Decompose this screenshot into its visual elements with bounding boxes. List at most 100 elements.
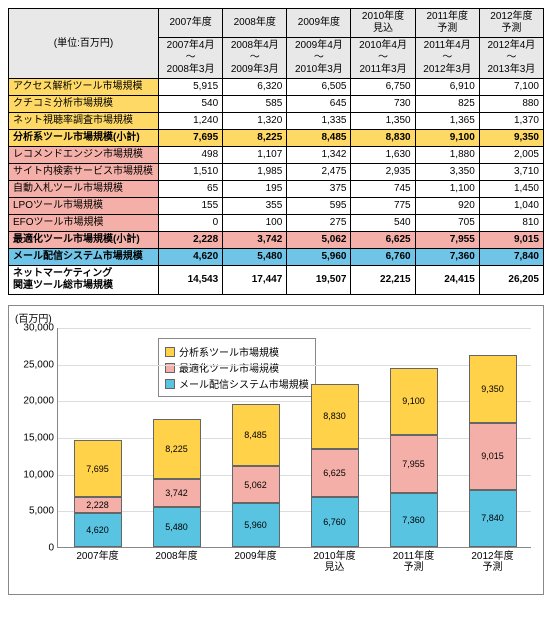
period-5: 2012年4月〜2013年3月 (479, 38, 543, 79)
xtick: 2007年度 (63, 547, 133, 562)
chart-legend: 分析系ツール市場規模最適化ツール市場規模メール配信システム市場規模 (158, 338, 316, 397)
cell: 8,830 (351, 130, 415, 147)
cell: 1,240 (159, 113, 223, 130)
cell: 5,960 (287, 249, 351, 266)
cell: 3,742 (223, 232, 287, 249)
row-label: 自動入札ツール市場規模 (9, 181, 159, 198)
cell: 9,350 (479, 130, 543, 147)
cell: 5,062 (287, 232, 351, 249)
data-label: 8,225 (153, 444, 201, 454)
year-2: 2009年度 (287, 9, 351, 38)
cell: 275 (287, 215, 351, 232)
cell: 7,360 (415, 249, 479, 266)
ytick: 25,000 (23, 359, 58, 370)
data-label: 5,960 (232, 520, 280, 530)
cell: 595 (287, 198, 351, 215)
cell: 4,620 (159, 249, 223, 266)
cell: 9,100 (415, 130, 479, 147)
row-label: EFOツール市場規模 (9, 215, 159, 232)
cell: 745 (351, 181, 415, 198)
data-label: 2,228 (74, 500, 122, 510)
data-label: 5,062 (232, 480, 280, 490)
xtick: 2012年度予測 (458, 547, 528, 573)
row-label: メール配信システム市場規模 (9, 249, 159, 266)
cell: 2,005 (479, 147, 543, 164)
legend-swatch (165, 347, 175, 357)
cell: 585 (223, 96, 287, 113)
cell: 375 (287, 181, 351, 198)
cell: 65 (159, 181, 223, 198)
cell: 1,880 (415, 147, 479, 164)
data-label: 5,480 (153, 522, 201, 532)
cell: 645 (287, 96, 351, 113)
row-label: ネットマーケティング関連ツール総市場規模 (9, 266, 159, 295)
cell: 7,695 (159, 130, 223, 147)
cell: 810 (479, 215, 543, 232)
cell: 775 (351, 198, 415, 215)
cell: 1,320 (223, 113, 287, 130)
year-0: 2007年度 (159, 9, 223, 38)
cell: 5,480 (223, 249, 287, 266)
cell: 1,630 (351, 147, 415, 164)
period-2: 2009年4月〜2010年3月 (287, 38, 351, 79)
cell: 540 (159, 96, 223, 113)
cell: 540 (351, 215, 415, 232)
cell: 355 (223, 198, 287, 215)
data-label: 9,350 (469, 384, 517, 394)
cell: 1,107 (223, 147, 287, 164)
cell: 195 (223, 181, 287, 198)
year-3: 2010年度見込 (351, 9, 415, 38)
xtick: 2009年度 (221, 547, 291, 562)
data-label: 3,742 (153, 488, 201, 498)
legend-swatch (165, 379, 175, 389)
period-1: 2008年4月〜2009年3月 (223, 38, 287, 79)
stacked-bar-chart: (百万円) 分析系ツール市場規模最適化ツール市場規模メール配信システム市場規模 … (8, 305, 544, 595)
data-label: 8,830 (311, 411, 359, 421)
ytick: 0 (48, 543, 58, 554)
cell: 2,228 (159, 232, 223, 249)
cell: 6,320 (223, 79, 287, 96)
cell: 1,510 (159, 164, 223, 181)
row-label: クチコミ分析市場規模 (9, 96, 159, 113)
cell: 6,750 (351, 79, 415, 96)
data-label: 7,840 (469, 513, 517, 523)
cell: 8,485 (287, 130, 351, 147)
cell: 1,342 (287, 147, 351, 164)
ytick: 5,000 (29, 506, 58, 517)
cell: 19,507 (287, 266, 351, 295)
cell: 2,935 (351, 164, 415, 181)
cell: 6,505 (287, 79, 351, 96)
legend-label: メール配信システム市場規模 (179, 376, 309, 391)
data-label: 9,015 (469, 451, 517, 461)
cell: 8,225 (223, 130, 287, 147)
row-label: サイト内検索サービス市場規模 (9, 164, 159, 181)
market-table: (単位:百万円) 2007年度 2008年度 2009年度 2010年度見込 2… (8, 8, 544, 295)
period-0: 2007年4月〜2008年3月 (159, 38, 223, 79)
cell: 6,760 (351, 249, 415, 266)
cell: 6,910 (415, 79, 479, 96)
ytick: 10,000 (23, 469, 58, 480)
cell: 730 (351, 96, 415, 113)
row-label: レコメンドエンジン市場規模 (9, 147, 159, 164)
data-label: 6,625 (311, 468, 359, 478)
data-label: 7,695 (74, 464, 122, 474)
cell: 7,100 (479, 79, 543, 96)
cell: 17,447 (223, 266, 287, 295)
data-label: 7,360 (390, 515, 438, 525)
cell: 22,215 (351, 266, 415, 295)
legend-label: 最適化ツール市場規模 (179, 360, 279, 375)
cell: 155 (159, 198, 223, 215)
legend-label: 分析系ツール市場規模 (179, 344, 279, 359)
xtick: 2008年度 (142, 547, 212, 562)
data-label: 7,955 (390, 459, 438, 469)
cell: 705 (415, 215, 479, 232)
period-3: 2010年4月〜2011年3月 (351, 38, 415, 79)
cell: 3,350 (415, 164, 479, 181)
cell: 26,205 (479, 266, 543, 295)
data-label: 9,100 (390, 396, 438, 406)
cell: 1,985 (223, 164, 287, 181)
cell: 7,840 (479, 249, 543, 266)
cell: 1,350 (351, 113, 415, 130)
cell: 1,335 (287, 113, 351, 130)
row-label: LPOツール市場規模 (9, 198, 159, 215)
